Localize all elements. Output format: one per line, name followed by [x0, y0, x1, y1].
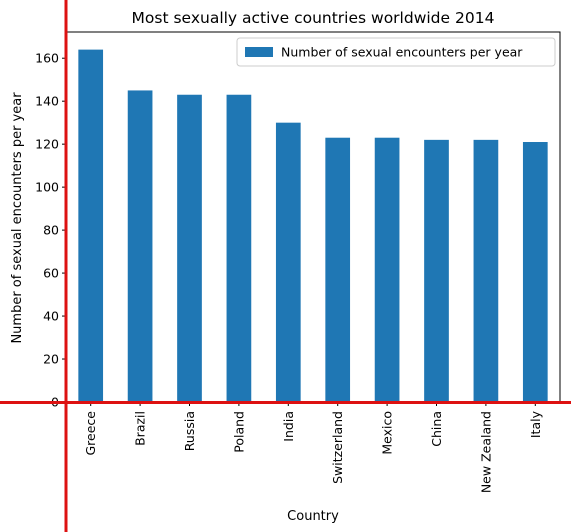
x-tick-label-new-zealand: New Zealand — [478, 411, 493, 493]
x-tick-label-poland: Poland — [231, 411, 246, 453]
legend-entry: Number of sexual encounters per year — [281, 45, 523, 60]
bar-russia — [177, 94, 202, 403]
bar-india — [275, 122, 301, 403]
x-tick-label-russia: Russia — [182, 411, 197, 451]
y-axis-label: Number of sexual encounters per year — [10, 92, 25, 344]
x-tick-label-greece: Greece — [83, 411, 98, 456]
bar-brazil — [127, 90, 153, 402]
y-tick-label: 40 — [43, 309, 59, 324]
bar-poland — [226, 94, 252, 403]
x-tick-label-italy: Italy — [528, 410, 543, 438]
legend-swatch — [245, 47, 273, 57]
axes: 020406080100120140160GreeceBrazilRussiaP… — [35, 31, 561, 493]
x-axis-label: Country — [287, 509, 339, 524]
x-tick-label-switzerland: Switzerland — [330, 411, 345, 484]
x-tick-label-brazil: Brazil — [133, 411, 148, 446]
y-tick-label: 120 — [35, 137, 59, 152]
bar-new-zealand — [473, 139, 499, 403]
y-tick-label: 160 — [35, 51, 59, 66]
x-tick-label-india: India — [281, 411, 296, 442]
y-tick-label: 80 — [43, 223, 59, 238]
y-tick-label: 60 — [43, 266, 59, 281]
legend-box — [236, 37, 556, 67]
y-tick-label: 100 — [35, 180, 59, 195]
chart-title: Most sexually active countries worldwide… — [132, 9, 495, 27]
y-tick-label: 140 — [35, 94, 59, 109]
bar-china — [424, 139, 449, 403]
x-tick-label-china: China — [429, 411, 444, 447]
bar-greece — [78, 49, 104, 403]
y-tick-label: 20 — [43, 352, 59, 367]
legend: Number of sexual encounters per year — [236, 37, 556, 67]
x-tick-label-mexico: Mexico — [380, 411, 395, 455]
bar-switzerland — [325, 137, 351, 402]
bar-mexico — [374, 137, 400, 402]
plot-area — [78, 49, 548, 403]
bar-italy — [522, 142, 548, 402]
